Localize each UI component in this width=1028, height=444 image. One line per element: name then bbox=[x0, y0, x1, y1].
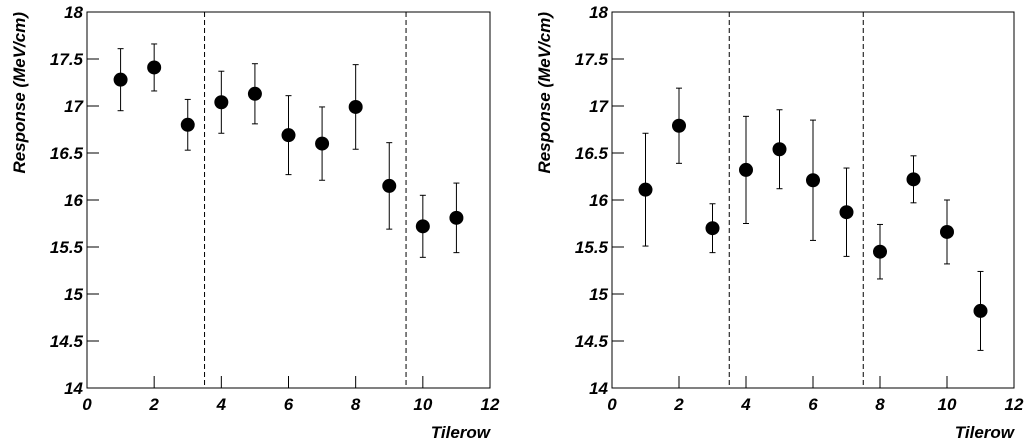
data-point bbox=[247, 86, 262, 101]
x-tick-label: 0 bbox=[607, 395, 617, 414]
x-tick-label: 12 bbox=[481, 395, 500, 414]
y-tick-label: 15 bbox=[589, 285, 608, 304]
x-axis-label: Tilerow bbox=[955, 423, 1016, 442]
data-point bbox=[147, 60, 162, 75]
x-tick-label: 6 bbox=[284, 395, 294, 414]
y-tick-label: 15 bbox=[64, 285, 83, 304]
data-point bbox=[672, 118, 686, 133]
data-point bbox=[940, 224, 954, 239]
x-tick-label: 6 bbox=[808, 395, 818, 414]
y-tick-label: 15.5 bbox=[575, 238, 609, 257]
x-tick-label: 10 bbox=[413, 395, 432, 414]
y-tick-label: 14 bbox=[589, 379, 608, 398]
x-axis-label: Tilerow bbox=[431, 423, 492, 442]
x-tick-label: 2 bbox=[148, 395, 159, 414]
data-point bbox=[214, 95, 229, 110]
x-tick-label: 12 bbox=[1005, 395, 1024, 414]
x-tick-label: 0 bbox=[82, 395, 92, 414]
y-tick-label: 17 bbox=[589, 97, 609, 116]
y-tick-label: 17.5 bbox=[575, 50, 609, 69]
y-tick-label: 16 bbox=[64, 191, 83, 210]
data-point bbox=[806, 173, 820, 188]
y-tick-label: 16.5 bbox=[50, 144, 84, 163]
data-point bbox=[873, 244, 887, 259]
data-point bbox=[382, 178, 397, 193]
y-tick-label: 16.5 bbox=[575, 144, 609, 163]
x-tick-label: 8 bbox=[875, 395, 885, 414]
data-point bbox=[739, 162, 753, 177]
data-point bbox=[281, 128, 296, 143]
y-tick-label: 18 bbox=[589, 3, 608, 22]
y-tick-label: 18 bbox=[64, 3, 83, 22]
data-point bbox=[839, 205, 854, 220]
data-point bbox=[772, 142, 787, 157]
x-tick-label: 2 bbox=[673, 395, 684, 414]
data-point bbox=[315, 136, 330, 151]
x-tick-label: 4 bbox=[740, 395, 751, 414]
y-tick-label: 14.5 bbox=[50, 332, 84, 351]
y-tick-label: 15.5 bbox=[50, 238, 84, 257]
data-point bbox=[973, 303, 988, 318]
data-point bbox=[705, 221, 720, 236]
y-axis-label: Response (MeV/cm) bbox=[10, 12, 29, 174]
y-tick-label: 14.5 bbox=[575, 332, 609, 351]
y-tick-label: 14 bbox=[64, 379, 83, 398]
y-tick-label: 17 bbox=[64, 97, 84, 116]
data-point bbox=[348, 99, 363, 114]
x-tick-label: 4 bbox=[216, 395, 227, 414]
x-tick-label: 8 bbox=[351, 395, 361, 414]
data-point bbox=[638, 182, 653, 197]
data-point bbox=[113, 72, 128, 87]
data-point bbox=[180, 117, 195, 132]
data-point bbox=[449, 210, 464, 225]
y-tick-label: 16 bbox=[589, 191, 608, 210]
x-tick-label: 10 bbox=[938, 395, 957, 414]
data-point bbox=[906, 172, 921, 187]
data-point bbox=[415, 219, 430, 234]
y-tick-label: 17.5 bbox=[50, 50, 84, 69]
y-axis-label: Response (MeV/cm) bbox=[535, 12, 554, 174]
